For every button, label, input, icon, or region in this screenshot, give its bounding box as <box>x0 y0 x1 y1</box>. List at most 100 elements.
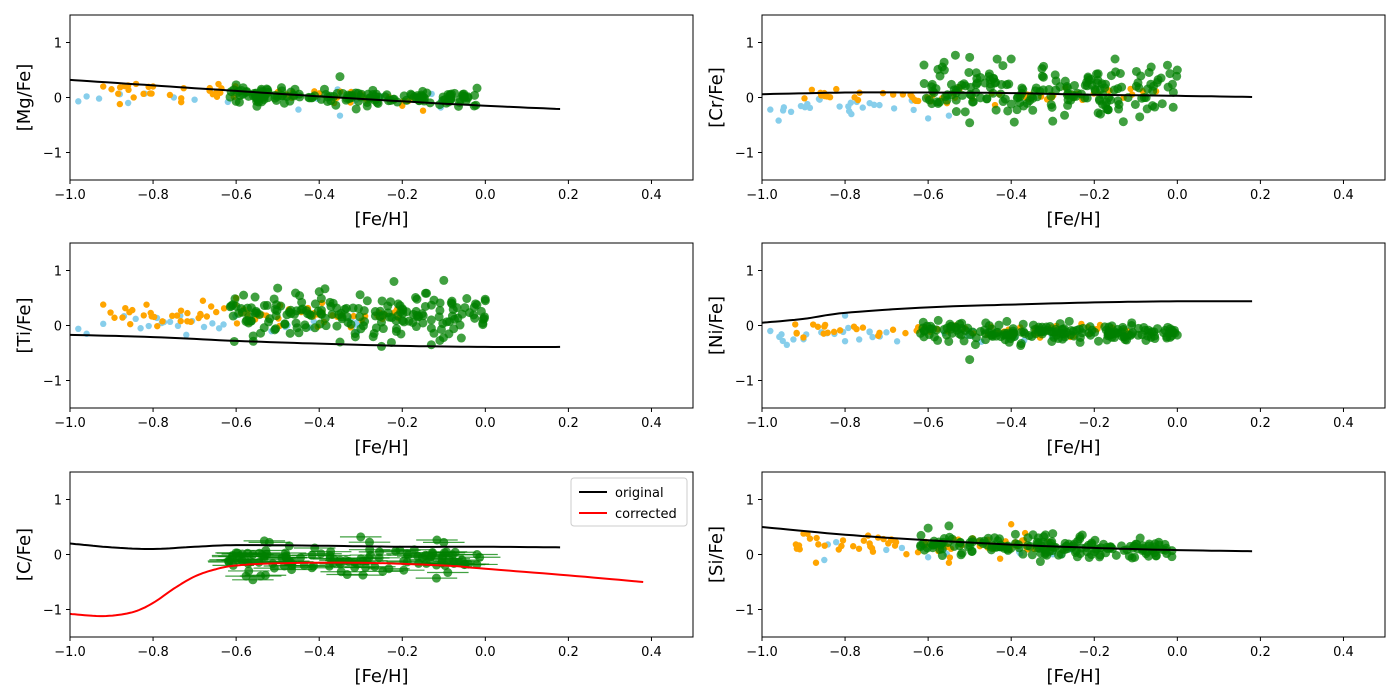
scatter-point-cat-b <box>213 308 220 316</box>
scatter-point-cat-c <box>252 308 262 318</box>
scatter-point-cat-b <box>115 90 122 97</box>
scatter-point-cat-c <box>411 322 421 332</box>
scatter-point-cat-b <box>815 541 822 548</box>
scatter-point-cat-b <box>140 312 147 319</box>
scatter-point-cat-c <box>951 107 961 117</box>
scatter-point-cat-b <box>793 330 800 337</box>
scatter-point-cat-c <box>271 324 281 334</box>
scatter-point-cat-c <box>364 537 374 547</box>
scatter-point-cat-c <box>1097 79 1107 89</box>
scatter-point-cat-c <box>929 332 939 342</box>
y-tick-label: 0 <box>54 549 62 564</box>
scatter-point-cat-c <box>478 320 488 330</box>
scatter-point-cat-c <box>407 90 417 100</box>
scatter-point-cat-b <box>800 334 807 341</box>
scatter-point-cat-a <box>174 322 182 330</box>
scatter-point-cat-c <box>1165 324 1175 334</box>
scatter-point-cat-c <box>1150 102 1160 112</box>
x-tick-label: −0.8 <box>137 645 169 660</box>
scatter-point-cat-c <box>291 288 301 298</box>
scatter-point-cat-c <box>1110 54 1120 64</box>
scatter-point-cat-a <box>821 556 828 564</box>
y-axis-label: [Mg/Fe] <box>14 64 35 132</box>
scatter-point-cat-c <box>970 340 980 350</box>
scatter-point-cat-c <box>1009 332 1019 342</box>
scatter-point-cat-b <box>889 326 897 333</box>
legend-corrected-label: corrected <box>615 507 677 522</box>
scatter-point-cat-c <box>939 57 949 67</box>
scatter-point-cat-a <box>767 327 774 335</box>
corrected-line <box>70 561 644 618</box>
scatter-point-cat-c <box>1168 87 1178 97</box>
scatter-point-cat-c <box>982 94 992 104</box>
x-tick-label: 0.0 <box>475 645 496 660</box>
y-axis-label: [Ti/Fe] <box>14 298 35 354</box>
scatter-point-cat-b <box>860 537 868 544</box>
scatter-point-cat-a <box>893 338 901 345</box>
scatter-point-cat-c <box>946 321 956 331</box>
scatter-point-cat-a <box>855 336 863 343</box>
scatter-point-cat-c <box>326 301 336 311</box>
scatter-point-cat-c <box>998 61 1008 71</box>
scatter-point-cat-c <box>998 97 1008 107</box>
scatter-point-cat-c <box>1037 64 1047 74</box>
scatter-point-cat-c <box>1168 102 1178 112</box>
scatter-point-cat-a <box>166 318 174 326</box>
scatter-point-cat-c <box>1142 104 1152 114</box>
scatter-point-cat-c <box>984 71 994 81</box>
scatter-point-cat-b <box>203 313 211 320</box>
scatter-point-cat-b <box>821 323 828 330</box>
scatter-point-cat-a <box>779 337 786 345</box>
scatter-point-cat-a <box>910 106 917 114</box>
x-tick-label: −1.0 <box>746 645 778 660</box>
scatter-point-cat-c <box>434 312 444 322</box>
y-tick-label: 1 <box>746 265 754 280</box>
scatter-point-cat-c <box>992 54 1002 64</box>
x-tick-label: −0.2 <box>386 188 418 203</box>
scatter-point-cat-c <box>418 318 428 328</box>
scatter-point-cat-c <box>1144 67 1154 77</box>
x-tick-label: −0.6 <box>912 416 944 431</box>
scatter-point-cat-c <box>944 521 954 531</box>
scatter-point-cat-c <box>351 104 361 114</box>
scatter-point-cat-b <box>945 559 953 566</box>
y-tick-label: 0 <box>54 320 62 335</box>
scatter-point-cat-a <box>883 329 890 336</box>
x-tick-label: 0.2 <box>558 188 579 203</box>
scatter-point-cat-a <box>778 331 785 338</box>
scatter-point-cat-c <box>1094 336 1104 346</box>
scatter-point-cat-c <box>1139 322 1149 332</box>
scatter-point-cat-c <box>231 548 241 558</box>
scatter-point-cat-c <box>263 93 273 103</box>
scatter-point-cat-c <box>1004 79 1014 89</box>
scatter-point-cat-c <box>1165 69 1175 79</box>
scatter-point-cat-b <box>830 328 838 336</box>
scatter-point-cat-a <box>801 103 809 111</box>
scatter-point-cat-c <box>231 96 241 106</box>
scatter-point-cat-c <box>228 300 238 310</box>
scatter-point-cat-c <box>426 323 436 333</box>
scatter-point-cat-b <box>1008 521 1015 528</box>
scatter-point-cat-c <box>1002 316 1012 326</box>
x-tick-label: −0.8 <box>829 416 861 431</box>
y-axis-label: [Si/Fe] <box>706 526 727 583</box>
scatter-point-cat-c <box>951 95 961 105</box>
scatter-point-cat-c <box>1037 71 1047 81</box>
scatter-point-cat-a <box>883 546 890 554</box>
scatter-point-cat-b <box>350 312 357 320</box>
scatter-point-cat-c <box>1117 82 1127 92</box>
scatter-point-cat-a <box>137 325 144 332</box>
scatter-point-cat-b <box>813 534 820 542</box>
scatter-point-cat-c <box>1058 334 1068 344</box>
x-axis-label: [Fe/H] <box>1046 666 1100 687</box>
scatter-point-cat-c <box>1016 327 1026 337</box>
scatter-point-cat-a <box>845 324 852 332</box>
scatter-point-cat-a <box>876 101 883 109</box>
scatter-point-cat-b <box>876 329 883 337</box>
scatter-point-cat-b <box>946 554 954 561</box>
scatter-point-cat-c <box>375 306 385 316</box>
scatter-point-cat-c <box>252 101 262 111</box>
x-tick-label: 0.4 <box>1333 416 1354 431</box>
scatter-point-cat-c <box>1143 84 1153 94</box>
